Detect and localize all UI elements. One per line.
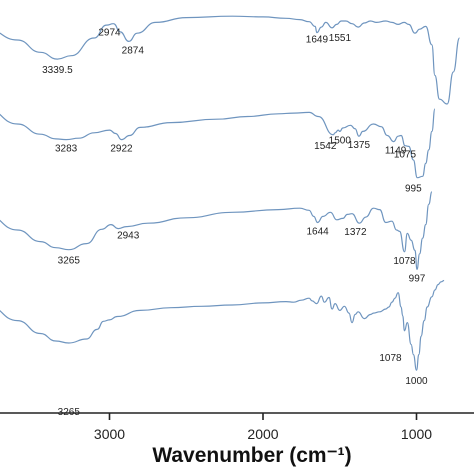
peak-label: 1649 [306, 35, 329, 46]
spectrum-line-3 [0, 191, 433, 271]
peak-label: 1500 [329, 135, 352, 146]
x-axis-title: Wavenumber (cm⁻¹) [152, 444, 351, 467]
peak-label: 2974 [98, 28, 121, 39]
peak-label: 995 [405, 184, 422, 195]
peak-label: 1551 [329, 33, 352, 44]
peak-label: 2874 [122, 45, 145, 56]
peak-label: 1000 [405, 376, 428, 387]
x-tick-label: 2000 [247, 426, 278, 442]
peak-label: 1075 [394, 150, 417, 161]
peak-label: 1542 [314, 141, 337, 152]
peak-label: 1372 [344, 227, 367, 238]
peak-label: 3339.5 [42, 65, 73, 76]
spectrum-line-1 [0, 15, 461, 105]
x-tick-label: 3000 [94, 426, 125, 442]
peak-label: 1149 [385, 146, 407, 157]
peak-label: 3265 [58, 256, 81, 267]
peak-label: 2922 [110, 144, 133, 155]
peak-label: 2943 [117, 231, 140, 242]
peak-label: 997 [409, 273, 426, 284]
peak-label: 1078 [393, 256, 416, 267]
x-tick-label: 1000 [401, 426, 432, 442]
peak-label: 1375 [348, 140, 371, 151]
spectrum-line-2 [0, 108, 436, 179]
series-layer [0, 15, 461, 371]
peak-label: 1078 [379, 353, 402, 364]
spectrum-line-4 [0, 279, 445, 371]
peak-label: 1644 [306, 227, 329, 238]
peak-label: 3283 [55, 144, 78, 155]
x-axis: 3000 2000 1000 [0, 412, 474, 442]
